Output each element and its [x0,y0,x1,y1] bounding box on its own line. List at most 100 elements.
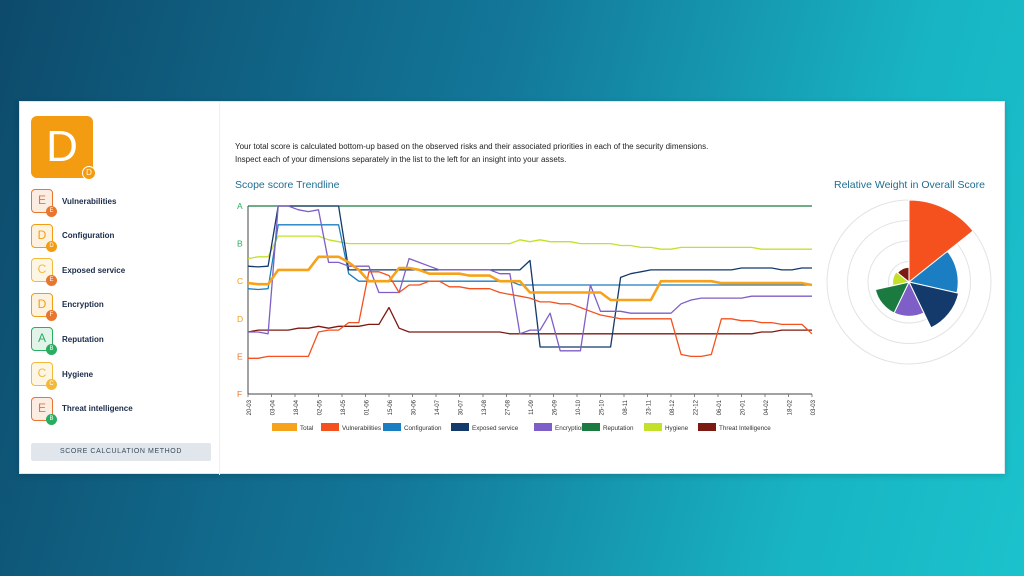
dimension-sidebar: D D E E Vulnerabilities D D Configuration C E Ex… [20,102,220,475]
dimension-item-vulnerabilities[interactable]: E E Vulnerabilities [31,186,211,217]
x-tick-label: 18-05 [341,399,347,415]
series-line-total [247,255,813,302]
dimension-label: Hygiene [62,369,94,379]
legend-swatch [698,423,716,431]
overall-grade: D [46,122,78,171]
series-line-configuration [247,224,812,291]
dimension-label: Threat intelligence [62,404,133,414]
dimension-grade-letter: E [37,193,46,207]
x-tick-label: 30-06 [412,399,418,415]
x-tick-label: 03-03 [811,399,817,415]
score-calculation-method-button[interactable]: SCORE CALCULATION METHOD [31,443,211,461]
legend-swatch [321,423,339,431]
x-tick-label: 08-12 [670,399,676,415]
dimension-sub-grade: E [46,275,57,287]
overall-sub-grade: D [82,166,96,180]
dimension-grade-letter: A [37,331,46,346]
polar-slice-vulnerabilities [908,199,974,284]
x-tick-label: 26-09 [553,399,559,415]
x-tick-label: 14-07 [435,399,441,415]
score-intro: Your total score is calculated bottom-up… [235,140,708,166]
dimension-label: Exposed service [62,265,126,275]
dimension-item-threat-intelligence[interactable]: E B Threat intelligence [31,394,211,425]
dimension-sub-grade: C [46,379,57,390]
polar-slice-threat-intelligence [896,266,910,284]
dimension-item-encryption[interactable]: D F Encryption [31,290,211,321]
x-tick-label: 25-10 [600,399,606,415]
dimension-grade-letter: C [37,366,47,380]
legend-swatch [644,423,662,431]
legend-swatch [534,423,552,431]
y-level-label: F [237,389,242,399]
y-level-label: B [237,239,243,249]
dimension-label: Reputation [62,334,104,344]
x-tick-label: 18-02 [788,399,794,415]
legend-swatch [383,423,401,431]
x-tick-label: 01-06 [365,399,371,415]
dimension-label: Configuration [62,231,115,241]
legend-swatch [272,423,297,431]
x-tick-label: 15-06 [388,399,394,415]
polar-slice-reputation [874,281,910,314]
trendline-title: Scope score Trendline [235,179,340,191]
y-level-label: A [237,201,243,211]
dimension-grade-letter: D [37,227,47,242]
dimension-item-hygiene[interactable]: C C Hygiene [31,359,211,390]
x-tick-label: 04-02 [764,399,770,415]
x-tick-label: 02-05 [318,399,324,415]
score-card: D D E E Vulnerabilities D D Configuration C E Ex… [19,101,1005,475]
x-tick-label: 23-11 [647,399,653,415]
polar-slice-hygiene [892,271,911,287]
weight-chart-title: Relative Weight in Overall Score [834,179,985,191]
x-tick-label: 13-08 [482,399,488,415]
y-level-label: D [237,314,243,324]
series-line-vulnerabilities [248,271,813,359]
legend-label: Encryption [555,425,585,432]
legend-label: Configuration [404,425,442,432]
dimension-grade-letter: E [37,400,46,415]
x-tick-label: 22-12 [694,399,700,415]
x-tick-label: 20-03 [247,399,253,415]
legend-label: Vulnerabilities [342,425,381,432]
series-line-exposed-service [247,205,812,348]
dimension-label: Vulnerabilities [62,196,117,206]
x-tick-label: 08-11 [623,399,629,415]
legend-label: Hygiene [665,425,689,432]
legend-swatch [451,423,469,431]
intro-line-2: Inspect each of your dimensions separate… [235,155,567,164]
series-line-threat-intelligence [247,306,812,335]
x-tick-label: 18-04 [294,399,300,415]
dimension-item-exposed-service[interactable]: C E Exposed service [31,255,211,287]
dimension-sub-grade: F [46,309,57,321]
polar-slice-exposed-service [908,281,960,329]
dimension-sub-grade: E [46,206,57,217]
dimension-item-reputation[interactable]: A B Reputation [31,324,211,356]
x-tick-label: 10-10 [576,399,582,415]
y-level-label: C [237,276,243,286]
x-tick-label: 20-01 [741,399,747,415]
dimension-sub-grade: B [46,413,57,425]
legend-label: Exposed service [472,425,519,432]
dimension-item-configuration[interactable]: D D Configuration [31,221,211,252]
legend-swatch [582,423,600,431]
dimension-sub-grade: D [46,240,57,252]
x-tick-label: 11-09 [529,399,535,415]
series-line-encryption [248,205,812,352]
series-line-hygiene [247,235,812,260]
dimension-label: Encryption [62,300,104,310]
x-tick-label: 30-07 [459,399,465,415]
x-tick-label: 27-08 [506,399,512,415]
legend-label: Total [300,425,313,432]
x-tick-label: 06-01 [717,399,723,415]
dimension-grade-letter: C [37,262,47,277]
dimension-grade-letter: D [37,296,47,311]
dimension-sub-grade: B [46,344,57,356]
legend-label: Reputation [603,425,634,432]
